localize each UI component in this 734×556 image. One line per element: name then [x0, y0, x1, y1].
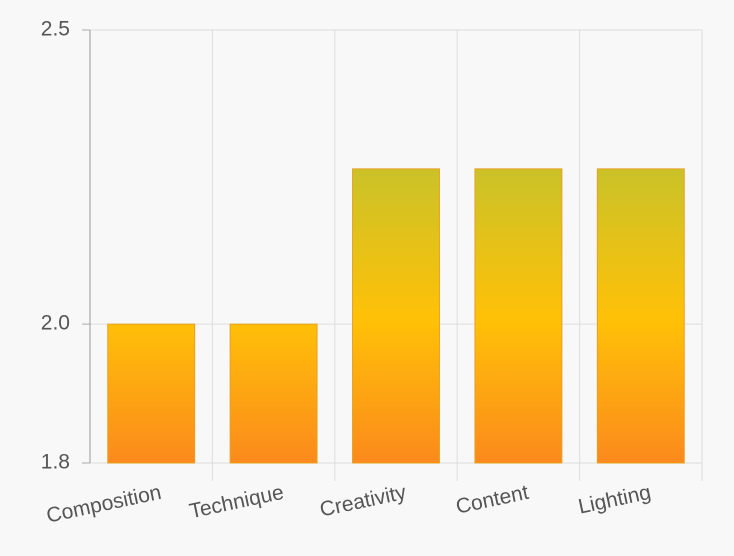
bar — [229, 323, 318, 464]
bar — [352, 168, 440, 464]
x-tick-label: Technique — [187, 481, 285, 523]
y-tick-label: 1.8 — [41, 451, 70, 474]
x-tick-label: Composition — [44, 481, 163, 528]
bar — [596, 168, 685, 464]
x-tick-label: Lighting — [576, 481, 653, 519]
y-tick-label: 2.0 — [41, 312, 70, 335]
bar — [107, 323, 196, 464]
y-tick-label: 2.5 — [41, 18, 70, 41]
x-tick-label: Creativity — [318, 481, 409, 522]
x-tick-label: Content — [454, 481, 531, 519]
bar — [474, 168, 563, 464]
